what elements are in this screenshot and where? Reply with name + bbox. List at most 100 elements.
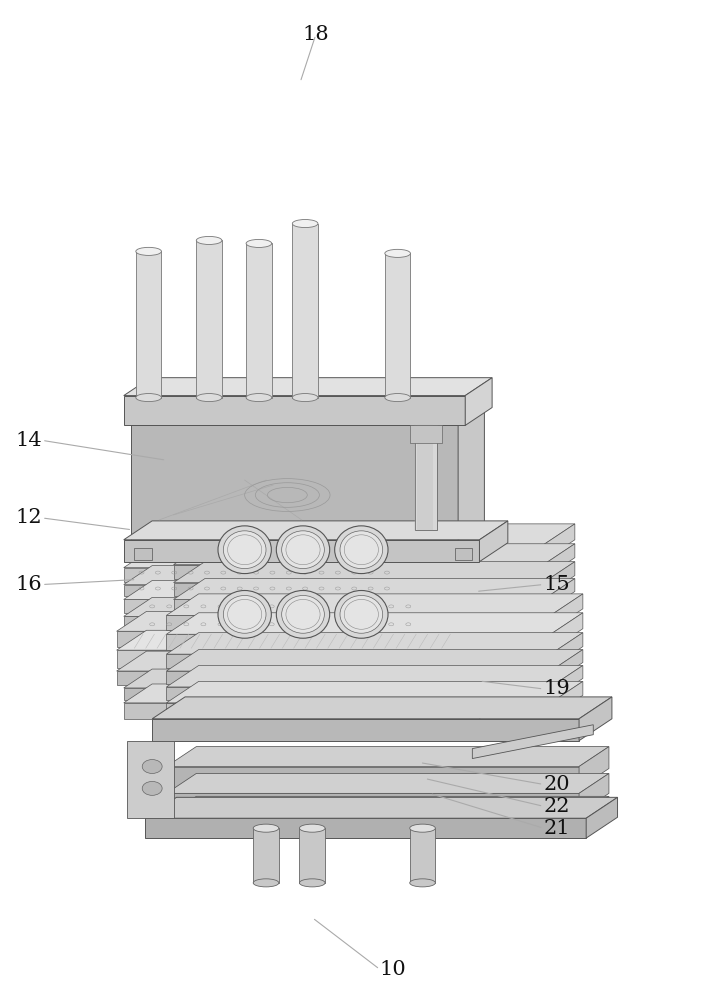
Polygon shape	[166, 747, 609, 767]
Bar	[136, 251, 161, 398]
Polygon shape	[124, 378, 492, 396]
Polygon shape	[487, 651, 516, 685]
Polygon shape	[166, 773, 609, 793]
Text: 20: 20	[543, 775, 570, 794]
Polygon shape	[124, 549, 508, 568]
Polygon shape	[551, 681, 583, 717]
Ellipse shape	[253, 824, 279, 832]
Polygon shape	[465, 378, 492, 425]
Polygon shape	[579, 796, 609, 834]
Polygon shape	[543, 562, 575, 596]
Polygon shape	[124, 581, 508, 599]
Polygon shape	[480, 684, 508, 719]
Ellipse shape	[136, 247, 161, 255]
Polygon shape	[152, 697, 612, 719]
Polygon shape	[130, 408, 485, 425]
Polygon shape	[166, 654, 551, 668]
Ellipse shape	[385, 249, 410, 257]
Polygon shape	[117, 631, 487, 647]
Polygon shape	[174, 565, 543, 579]
Polygon shape	[174, 562, 575, 583]
Polygon shape	[124, 597, 508, 616]
Polygon shape	[579, 747, 609, 788]
Polygon shape	[480, 549, 508, 582]
Polygon shape	[174, 583, 543, 596]
Ellipse shape	[218, 526, 271, 574]
Bar	[253, 828, 279, 883]
Ellipse shape	[409, 879, 435, 887]
Polygon shape	[551, 650, 583, 684]
Polygon shape	[551, 613, 583, 650]
Ellipse shape	[218, 590, 271, 638]
Polygon shape	[124, 396, 465, 425]
Ellipse shape	[196, 394, 222, 402]
Ellipse shape	[253, 879, 279, 887]
Polygon shape	[166, 703, 551, 717]
Text: 19: 19	[543, 679, 570, 698]
Ellipse shape	[282, 595, 324, 633]
Polygon shape	[124, 585, 480, 596]
Polygon shape	[124, 684, 508, 703]
Text: 14: 14	[15, 431, 42, 450]
Polygon shape	[551, 633, 583, 668]
Polygon shape	[174, 579, 575, 599]
Text: 10: 10	[380, 960, 407, 979]
Polygon shape	[166, 681, 583, 703]
Text: 22: 22	[543, 797, 570, 816]
Bar	[293, 224, 318, 398]
Ellipse shape	[300, 824, 325, 832]
FancyBboxPatch shape	[128, 741, 174, 818]
Ellipse shape	[276, 590, 330, 638]
Polygon shape	[117, 630, 516, 650]
Ellipse shape	[293, 220, 318, 228]
Ellipse shape	[340, 595, 383, 633]
Ellipse shape	[300, 879, 325, 887]
Polygon shape	[117, 651, 516, 671]
Bar	[415, 425, 437, 530]
Polygon shape	[166, 793, 579, 813]
Polygon shape	[166, 671, 551, 684]
Polygon shape	[152, 719, 579, 741]
Polygon shape	[166, 613, 583, 634]
Polygon shape	[145, 818, 587, 838]
Polygon shape	[124, 540, 480, 562]
Text: 16: 16	[15, 575, 42, 594]
Polygon shape	[166, 615, 551, 630]
Polygon shape	[579, 773, 609, 813]
Ellipse shape	[409, 824, 435, 832]
Polygon shape	[579, 697, 612, 741]
Ellipse shape	[340, 531, 383, 569]
Bar	[455, 548, 473, 560]
Polygon shape	[166, 594, 583, 615]
Polygon shape	[117, 650, 487, 668]
Polygon shape	[174, 524, 575, 545]
Polygon shape	[480, 581, 508, 613]
Bar	[385, 253, 410, 398]
Polygon shape	[543, 579, 575, 612]
Polygon shape	[166, 767, 579, 788]
Polygon shape	[551, 594, 583, 630]
Polygon shape	[166, 633, 583, 654]
Ellipse shape	[385, 394, 410, 402]
Polygon shape	[124, 688, 480, 700]
Polygon shape	[166, 687, 551, 700]
Text: 15: 15	[543, 575, 570, 594]
Polygon shape	[551, 665, 583, 700]
Text: 21: 21	[543, 819, 570, 838]
Polygon shape	[166, 796, 609, 816]
Polygon shape	[487, 630, 516, 668]
Polygon shape	[124, 616, 480, 628]
Ellipse shape	[335, 526, 388, 574]
Polygon shape	[124, 599, 480, 613]
Polygon shape	[480, 521, 508, 562]
Polygon shape	[124, 669, 508, 688]
Ellipse shape	[223, 531, 266, 569]
Polygon shape	[487, 611, 516, 647]
Bar	[246, 243, 272, 398]
Polygon shape	[480, 669, 508, 700]
Text: 12: 12	[15, 508, 42, 527]
Ellipse shape	[223, 595, 266, 633]
Polygon shape	[166, 665, 583, 687]
Polygon shape	[124, 566, 508, 585]
Ellipse shape	[142, 781, 162, 795]
